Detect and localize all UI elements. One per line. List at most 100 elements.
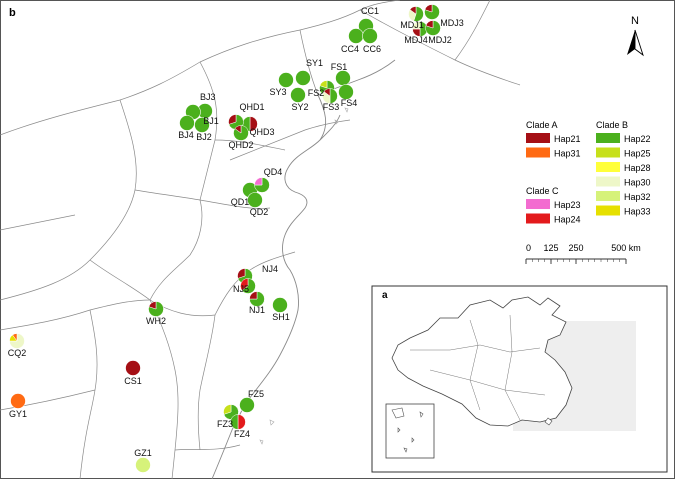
inset-province-lines — [410, 314, 546, 421]
pie-slice-hap30 — [412, 21, 421, 30]
legend-swatch-hap32 — [596, 191, 620, 201]
pie-slice-hap22 — [335, 70, 351, 86]
pie-qhd2 — [233, 125, 249, 141]
legend-label-hap25: Hap25 — [624, 149, 651, 159]
scale-tick-label: 0 — [526, 243, 531, 253]
site-label-fs4: FS4 — [341, 98, 358, 108]
legend-swatch-hap31 — [526, 147, 550, 158]
pie-qd2 — [247, 192, 263, 208]
site-label-qhd2: QHD2 — [228, 140, 253, 150]
legend-label-hap21: Hap21 — [554, 134, 581, 144]
site-label-sy2: SY2 — [291, 102, 308, 112]
site-label-fs3: FS3 — [323, 102, 340, 112]
pie-slice-hap22 — [424, 4, 440, 20]
pie-nj1 — [249, 291, 265, 307]
haplotype-pies — [9, 4, 441, 473]
pie-slice-hap22 — [329, 88, 338, 104]
pie-sy3 — [278, 72, 294, 88]
pie-slice-hap22 — [295, 70, 311, 86]
pie-slice-hap24 — [237, 414, 246, 430]
pie-fz4 — [230, 414, 246, 430]
site-label-mdj4: MDJ4 — [404, 35, 428, 45]
north-arrow-left-icon — [627, 30, 635, 55]
site-label-cc4: CC4 — [341, 44, 359, 54]
site-label-cc6: CC6 — [363, 44, 381, 54]
site-label-bj4: BJ4 — [178, 130, 194, 140]
site-label-sh1: SH1 — [272, 312, 290, 322]
scale-tick-label: 250 — [568, 243, 583, 253]
legend-label-hap24: Hap24 — [554, 215, 581, 225]
pie-cs1 — [125, 360, 141, 376]
legend-title-clade-b: Clade B — [596, 120, 628, 130]
pie-sy2 — [290, 87, 306, 103]
legend-swatch-hap23 — [526, 199, 550, 209]
site-label-nj5: NJ5 — [233, 284, 249, 294]
hainan-shape — [544, 417, 553, 426]
pie-slice-hap22 — [233, 125, 249, 141]
site-label-cs1: CS1 — [124, 376, 142, 386]
pie-slice-hap22 — [348, 28, 364, 44]
north-arrow: N — [627, 15, 644, 57]
pie-slice-hap21 — [148, 301, 157, 310]
pie-sy1 — [295, 70, 311, 86]
legend: Clade A Hap21 Hap31 Clade C Hap23 Hap24 Clade … — [526, 120, 651, 225]
pie-fs4 — [338, 84, 354, 100]
pie-gy1 — [10, 393, 26, 409]
site-label-qd1: QD1 — [231, 197, 250, 207]
pie-mdj1 — [408, 6, 424, 22]
north-label: N — [631, 15, 639, 27]
legend-swatch-hap30 — [596, 176, 620, 187]
pie-slice-hap22 — [148, 301, 164, 317]
legend-label-hap22: Hap22 — [624, 134, 651, 144]
site-label-gz1: GZ1 — [134, 448, 152, 458]
pie-slice-hap21 — [237, 268, 246, 279]
pie-slice-hap24 — [240, 278, 249, 291]
pie-bj2 — [194, 117, 210, 133]
pie-bj4 — [179, 115, 195, 131]
pie-slice-hap21 — [125, 360, 141, 376]
site-label-fz5: FZ5 — [248, 389, 264, 399]
south-china-sea-box — [385, 403, 435, 459]
site-label-nj1: NJ1 — [249, 305, 265, 315]
pie-slice-hap22 — [338, 84, 354, 100]
site-label-fz3: FZ3 — [217, 419, 233, 429]
pie-slice-hap22 — [249, 291, 265, 307]
legend-label-hap23: Hap23 — [554, 200, 581, 210]
legend-label-hap33: Hap33 — [624, 207, 651, 217]
legend-swatch-hap28 — [596, 162, 620, 172]
site-label-wh2: WH2 — [146, 316, 166, 326]
pie-fs1 — [335, 70, 351, 86]
pie-slice-hap23 — [254, 177, 263, 186]
pie-slice-hap22 — [241, 278, 256, 294]
legend-swatch-hap21 — [526, 133, 550, 143]
site-label-mdj2: MDJ2 — [428, 35, 452, 45]
pie-slice-hap22 — [278, 72, 294, 88]
north-arrow-right-icon — [634, 29, 644, 57]
pie-slice-hap21 — [323, 88, 331, 97]
pie-slice-hap25 — [319, 80, 328, 89]
pie-slice-hap22 — [247, 192, 263, 208]
pie-slice-hap22 — [179, 115, 195, 131]
pie-sh1 — [272, 297, 288, 313]
pie-slice-hap21 — [249, 116, 258, 132]
pie-slice-hap21 — [424, 4, 433, 13]
pie-slice-hap31 — [10, 393, 26, 409]
pie-slice-hap32 — [135, 457, 151, 473]
pie-slice-hap30 — [9, 333, 25, 349]
site-labels: CC1 CC4 CC6 MDJ1 MDJ3 MDJ4 MDJ2 SY1 FS1 SY3 FS2SY2… — [8, 6, 464, 458]
pie-slice-hap21 — [234, 125, 242, 134]
legend-title-clade-a: Clade A — [526, 120, 558, 130]
pie-qd4 — [254, 177, 270, 193]
pie-slice-hap21 — [249, 291, 258, 300]
site-label-fs2: FS2 — [308, 88, 325, 98]
site-label-bj1: BJ1 — [203, 116, 219, 126]
site-label-nj4: NJ4 — [262, 264, 278, 274]
pie-slice-hap21 — [409, 6, 417, 15]
legend-swatch-hap25 — [596, 147, 620, 158]
site-label-bj3: BJ3 — [200, 92, 216, 102]
site-label-sy3: SY3 — [269, 87, 286, 97]
islands — [259, 107, 349, 445]
pie-slice-hap25 — [223, 404, 232, 415]
